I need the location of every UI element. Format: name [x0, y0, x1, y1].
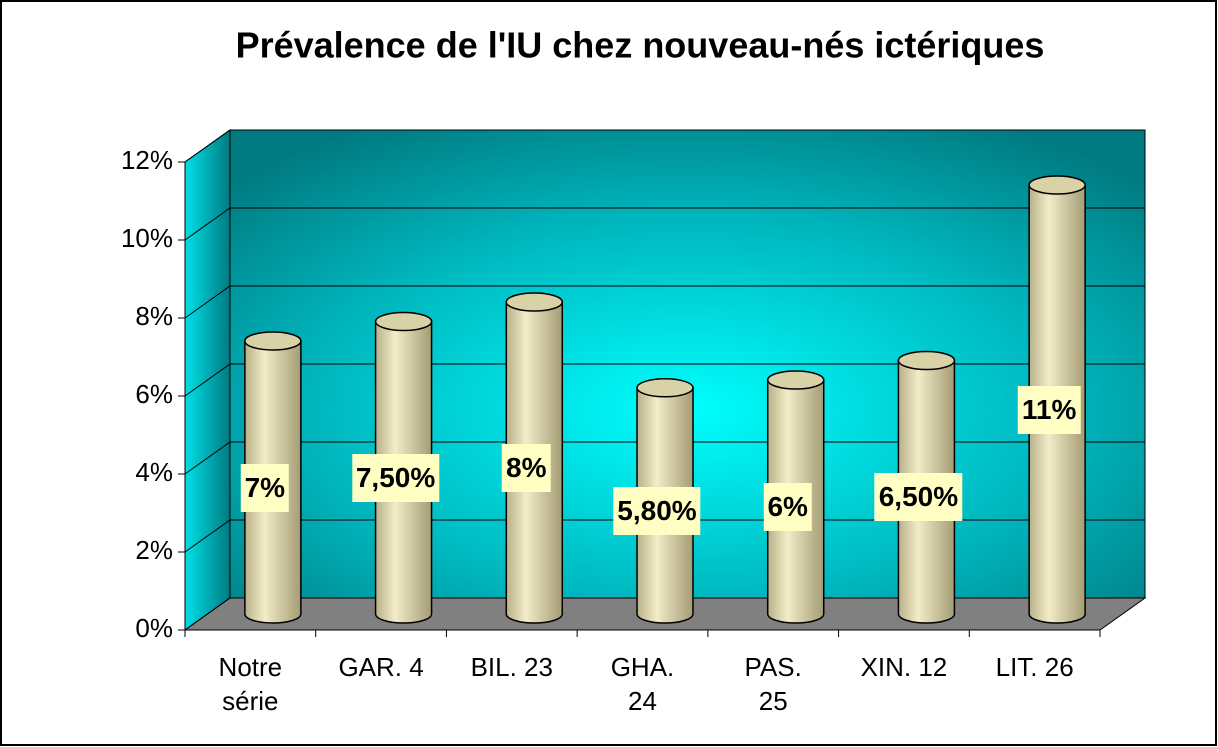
grid-line: [184, 441, 1145, 475]
x-tick-label: GHA. 24: [610, 652, 675, 716]
y-tick-label: 8%: [135, 301, 173, 331]
bar-top: [897, 350, 956, 371]
y-tick-label: 12%: [121, 145, 173, 175]
grid-line: [184, 597, 1145, 631]
grid-line: [184, 285, 1145, 319]
y-tick-label: 0%: [135, 613, 173, 643]
value-label: 7%: [240, 463, 290, 512]
bar-top: [636, 378, 694, 398]
x-tick-label: XIN. 12: [860, 652, 948, 682]
x-tick-label: BIL. 23: [470, 652, 553, 682]
x-tick-label: LIT. 26: [995, 652, 1074, 682]
value-label: 6,50%: [874, 473, 963, 522]
bar-top: [766, 370, 825, 390]
bar-top: [505, 292, 564, 312]
value-label: 11%: [1017, 385, 1081, 434]
value-label: 7,50%: [351, 453, 440, 502]
value-label: 5,80%: [613, 486, 701, 535]
bar-top: [374, 311, 433, 332]
y-tick-label: 10%: [121, 223, 173, 253]
y-tick-label: 4%: [135, 457, 173, 487]
x-tick-label: GAR. 4: [338, 652, 424, 682]
y-tick-label: 6%: [135, 379, 173, 409]
grid-line: [184, 207, 1145, 241]
x-tick-label: PAS. 25: [744, 652, 802, 716]
bar-top: [1028, 175, 1086, 195]
x-tick-label: Notre série: [218, 652, 283, 716]
value-label: 6%: [763, 483, 812, 531]
bar-top: [244, 331, 302, 351]
grid-line: [184, 129, 1145, 163]
chart-title: Prévalence de l'IU chez nouveau-nés icté…: [236, 25, 1045, 66]
value-label: 8%: [502, 444, 551, 492]
y-tick-label: 2%: [135, 535, 173, 565]
grid-line: [184, 363, 1145, 397]
grid-line: [184, 519, 1145, 553]
